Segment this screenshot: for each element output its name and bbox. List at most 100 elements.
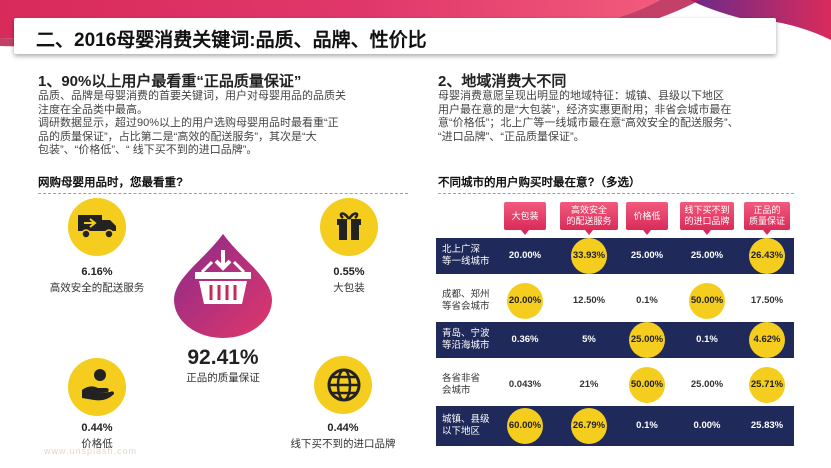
col-header-line: 正品的 [753,205,781,215]
table-cell: 12.50% [572,295,606,306]
left-paragraph-line: 品质、品牌是母婴消费的首要关键词，用户对母婴用品的品质关 [38,90,346,102]
city-name-line: 成都、郑州 [442,289,490,300]
shopping-basket-icon [195,250,251,304]
table-cell: 26.43% [750,250,784,261]
gift-box-icon [337,212,361,240]
col-header-pointer [585,230,593,235]
col-header: 正品的 质量保证 [744,202,790,230]
delivery-value: 6.16% [81,266,113,278]
right-paragraph-line: 意“价格低”；北上广等一线城市最在意“高效安全的配送服务”、 [438,117,739,129]
table-row [436,280,794,322]
table-cell: 26.79% [572,420,606,431]
col-header-line: 质量保证 [748,216,785,226]
city-name-line: 会城市 [442,385,471,396]
col-header-line: 大包装 [511,210,539,221]
table-cell: 17.50% [750,295,784,306]
highlight-circle [749,367,785,403]
col-header: 线下买不到 的进口品牌 [680,202,734,230]
price-circle [68,358,126,416]
delivery-label: 高效安全的配送服务 [49,282,145,294]
highlight-circle [507,283,543,319]
price-label: 价格低 [81,438,113,450]
table-cell: 25.83% [750,420,784,431]
table-cell: 0.1% [636,295,658,306]
right-paragraph: 母婴消费意愿呈现出明显的地域特征：城镇、县级以下地区 用户最在意的是“大包装”，… [438,90,798,144]
right-paragraph-line: “进口品牌”、“正品质量保证”。 [438,130,585,143]
left-paragraph: 品质、品牌是母婴消费的首要关键词，用户对母婴用品的品质关 注度在全品类中最高。 … [38,90,408,158]
col-header-line: 的配送服务 [566,216,612,226]
table-row [436,238,794,274]
highlight-circle [749,238,785,274]
city-name: 北上广深 等一线城市 [442,244,490,268]
city-name-line: 等沿海城市 [442,340,490,351]
table-cell: 50.00% [630,379,664,390]
table-cell: 0.36% [511,334,539,345]
highlight-circle [571,408,607,444]
highlight-circle [749,322,785,358]
table-cell: 20.00% [508,250,542,261]
city-name-line: 北上广深 [442,244,481,255]
table-row [436,406,794,446]
table-cell: 0.1% [636,420,658,431]
city-name: 城镇、县级 以下地区 [442,414,490,438]
table-cell: 25.00% [630,334,664,345]
gift-value: 0.55% [333,266,365,278]
table-cell: 0.00% [693,420,721,431]
city-name-line: 等一线城市 [442,256,490,267]
left-paragraph-line: 注度在全品类中最高。 [38,103,148,116]
delivery-truck-icon [78,215,116,239]
table-cell: 33.93% [572,250,606,261]
right-divider [438,193,794,194]
quality-label: 正品的质量保证 [186,372,260,384]
col-header-pointer [643,230,651,235]
table-row [436,364,794,406]
col-header-line: 线下买不到 [684,205,730,215]
col-header: 高效安全 的配送服务 [560,202,618,230]
highlight-circle [629,322,665,358]
quality-value: 92.41% [187,346,259,369]
col-header-pointer [703,230,711,235]
table-row [436,322,794,358]
right-paragraph-line: 母婴消费意愿呈现出明显的地域特征：城镇、县级以下地区 [438,90,724,102]
left-paragraph-line: 调研数据显示，超过90%以上的用户选购母婴用品时最看重“正 [38,117,339,129]
highlight-circle [571,238,607,274]
left-paragraph-line: 包装”、“价格低”、“ 线下买不到的进口品牌”。 [38,144,258,156]
city-name-line: 城镇、县级 [442,414,490,425]
col-header: 大包装 [504,202,546,230]
city-name-line: 各省非省 [442,373,481,384]
table-cell: 0.1% [696,334,718,345]
right-subheading: 不同城市的用户购买时最在意?（多选） [438,177,641,189]
table-cell: 50.00% [690,295,724,306]
table-cell: 0.043% [508,379,542,390]
col-header: 价格低 [626,202,668,230]
city-name: 成都、郑州 等省会城市 [442,289,490,313]
left-subheading: 网购母婴用品时，您最看重? [38,177,184,189]
right-heading: 2、地域消费大不同 [438,73,567,90]
table-cell: 60.00% [508,420,542,431]
city-name-line: 以下地区 [442,426,481,437]
left-divider [38,193,408,194]
hand-money-icon [82,369,114,401]
city-name-line: 等省会城市 [442,301,490,312]
col-header-pointer [521,230,529,235]
col-header-pointer [763,230,771,235]
city-name: 青岛、宁波 等沿海城市 [442,328,490,352]
right-paragraph-line: 用户最在意的是“大包装”，经济实惠更耐用；非省会城市最在 [438,103,732,116]
col-header-line: 高效安全 [570,205,607,215]
city-name: 各省非省 会城市 [442,373,480,397]
gift-label: 大包装 [333,282,365,294]
left-paragraph-line: 品的质量保证”，占比第二是“高效的配送服务”，其次是“大 [38,130,317,143]
globe-icon [327,368,361,402]
left-heading: 1、90%以上用户最看重“正品质量保证” [38,73,302,90]
col-header-line: 价格低 [633,210,661,221]
table-cell: 25.00% [630,250,664,261]
globe-label: 线下买不到的进口品牌 [290,438,396,450]
col-header-line: 的进口品牌 [684,216,730,226]
table-cell: 21% [579,379,599,390]
table-cell: 20.00% [508,295,542,306]
title-box [14,18,776,54]
table-cell: 4.62% [753,334,781,345]
page-title: 二、2016母婴消费关键词:品质、品牌、性价比 [36,30,427,51]
highlight-circle [507,408,543,444]
watermark: www.unsplash.com [44,446,138,456]
